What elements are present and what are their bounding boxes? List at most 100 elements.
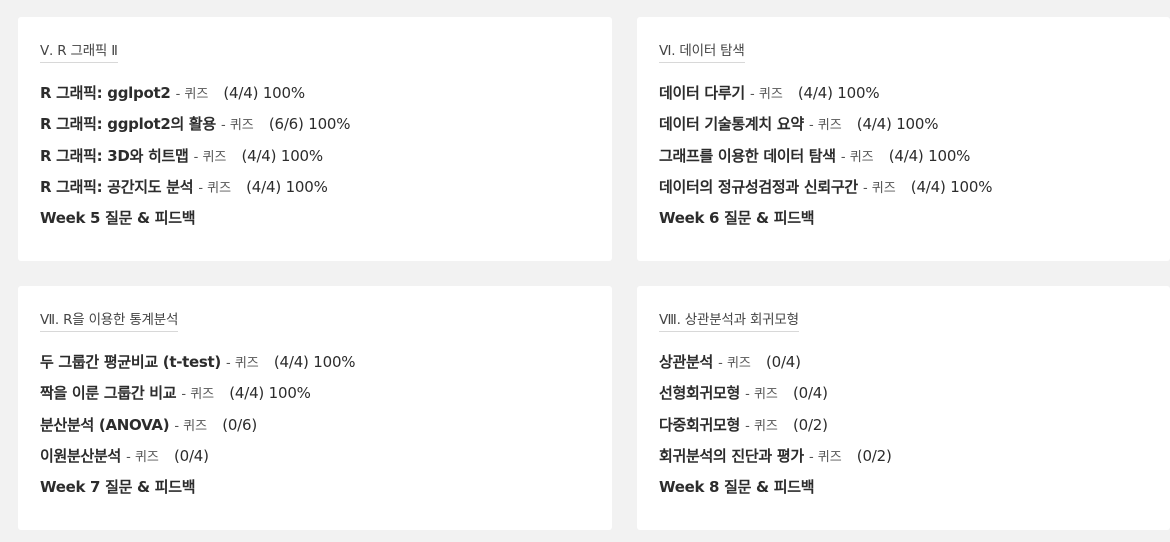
quiz-score: (4/4) 100%: [797, 84, 880, 102]
separator: -: [745, 418, 754, 434]
feedback-link[interactable]: Week 6 질문 & 피드백: [659, 209, 815, 228]
quiz-score: (0/2): [856, 446, 892, 465]
list-item: Week 5 질문 & 피드백: [40, 207, 590, 238]
section-card: Ⅷ. 상관분석과 회귀모형 상관분석 - 퀴즈 (0/4) 선형회귀모형 - 퀴…: [637, 286, 1170, 530]
list-item: 선형회귀모형 - 퀴즈 (0/4): [659, 382, 1148, 413]
section-title: Ⅶ. R을 이용한 통계분석: [40, 308, 178, 332]
separator: -: [862, 180, 872, 196]
quiz-link[interactable]: 퀴즈: [190, 387, 215, 403]
separator: -: [181, 387, 191, 403]
lesson-list: R 그래픽: gglpot2 - 퀴즈 (4/4) 100% R 그래픽: gg…: [40, 82, 590, 238]
quiz-link[interactable]: 퀴즈: [202, 149, 227, 165]
separator: -: [174, 418, 184, 434]
lesson-list: 데이터 다루기 - 퀴즈 (4/4) 100% 데이터 기술통계치 요약 - 퀴…: [659, 82, 1148, 238]
separator: -: [808, 449, 818, 465]
list-item: 분산분석 (ANOVA) - 퀴즈 (0/6): [40, 414, 590, 445]
quiz-link[interactable]: 퀴즈: [753, 418, 778, 434]
quiz-link[interactable]: 퀴즈: [134, 449, 159, 465]
quiz-score: (0/2): [792, 415, 828, 434]
quiz-score: (4/4) 100%: [856, 115, 939, 134]
list-item: 데이터의 정규성검정과 신뢰구간 - 퀴즈 (4/4) 100%: [659, 176, 1148, 207]
section-card: Ⅶ. R을 이용한 통계분석 두 그룹간 평균비교 (t-test) - 퀴즈 …: [18, 286, 612, 530]
lesson-link[interactable]: 짝을 이룬 그룹간 비교: [40, 384, 177, 403]
list-item: R 그래픽: gglpot2 - 퀴즈 (4/4) 100%: [40, 82, 590, 113]
lesson-link[interactable]: 회귀분석의 진단과 평가: [659, 446, 804, 465]
separator: -: [226, 356, 235, 371]
quiz-score: (4/4) 100%: [241, 146, 323, 165]
quiz-link[interactable]: 퀴즈: [229, 118, 254, 134]
lesson-link[interactable]: 두 그룹간 평균비교 (t-test): [40, 353, 221, 371]
quiz-link[interactable]: 퀴즈: [817, 118, 842, 134]
quiz-score: (0/4): [792, 384, 828, 403]
list-item: Week 8 질문 & 피드백: [659, 476, 1148, 507]
feedback-link[interactable]: Week 8 질문 & 피드백: [659, 478, 815, 497]
quiz-link[interactable]: 퀴즈: [758, 87, 783, 102]
list-item: 데이터 기술통계치 요약 - 퀴즈 (4/4) 100%: [659, 113, 1148, 144]
list-item: R 그래픽: 공간지도 분석 - 퀴즈 (4/4) 100%: [40, 176, 590, 207]
quiz-link[interactable]: 퀴즈: [234, 356, 259, 371]
list-item: 이원분산분석 - 퀴즈 (0/4): [40, 445, 590, 476]
quiz-score: (4/4) 100%: [246, 177, 328, 196]
list-item: 두 그룹간 평균비교 (t-test) - 퀴즈 (4/4) 100%: [40, 351, 590, 382]
quiz-link[interactable]: 퀴즈: [871, 180, 896, 196]
lesson-link[interactable]: 선형회귀모형: [659, 384, 741, 403]
quiz-score: (4/4) 100%: [273, 353, 356, 371]
separator: -: [750, 87, 759, 102]
lesson-link[interactable]: 데이터의 정규성검정과 신뢰구간: [659, 177, 858, 196]
lesson-link[interactable]: 이원분산분석: [40, 446, 122, 465]
lesson-link[interactable]: 다중회귀모형: [659, 415, 741, 434]
separator: -: [745, 387, 754, 403]
quiz-score: (4/4) 100%: [223, 84, 305, 102]
list-item: 그래프를 이용한 데이터 탐색 - 퀴즈 (4/4) 100%: [659, 145, 1148, 176]
separator: -: [808, 118, 818, 134]
separator: -: [840, 149, 850, 165]
separator: -: [126, 449, 135, 465]
quiz-link[interactable]: 퀴즈: [849, 149, 874, 165]
lesson-link[interactable]: 상관분석: [659, 353, 714, 371]
quiz-score: (0/6): [222, 415, 258, 434]
quiz-link[interactable]: 퀴즈: [207, 180, 232, 196]
lesson-link[interactable]: 그래프를 이용한 데이터 탐색: [659, 146, 836, 165]
section-title: Ⅷ. 상관분석과 회귀모형: [659, 308, 799, 332]
list-item: 상관분석 - 퀴즈 (0/4): [659, 351, 1148, 382]
section-card: Ⅴ. R 그래픽 Ⅱ R 그래픽: gglpot2 - 퀴즈 (4/4) 100…: [18, 17, 612, 261]
separator: -: [718, 356, 727, 371]
quiz-score: (4/4) 100%: [888, 146, 971, 165]
lesson-list: 두 그룹간 평균비교 (t-test) - 퀴즈 (4/4) 100% 짝을 이…: [40, 351, 590, 507]
feedback-link[interactable]: Week 5 질문 & 피드백: [40, 209, 196, 228]
lesson-link[interactable]: 분산분석 (ANOVA): [40, 415, 170, 434]
quiz-score: (6/6) 100%: [268, 115, 351, 134]
list-item: R 그래픽: ggplot2의 활용 - 퀴즈 (6/6) 100%: [40, 113, 590, 144]
feedback-link[interactable]: Week 7 질문 & 피드백: [40, 478, 196, 497]
separator: -: [175, 87, 185, 102]
lesson-link[interactable]: R 그래픽: gglpot2: [40, 84, 171, 102]
section-title: Ⅴ. R 그래픽 Ⅱ: [40, 39, 118, 63]
separator: -: [198, 180, 208, 196]
quiz-score: (0/4): [173, 446, 209, 465]
quiz-score: (4/4) 100%: [229, 384, 311, 403]
section-title: Ⅵ. 데이터 탐색: [659, 39, 745, 63]
list-item: Week 6 질문 & 피드백: [659, 207, 1148, 238]
quiz-link[interactable]: 퀴즈: [753, 387, 778, 403]
quiz-link[interactable]: 퀴즈: [726, 356, 751, 371]
list-item: 회귀분석의 진단과 평가 - 퀴즈 (0/2): [659, 445, 1148, 476]
lesson-list: 상관분석 - 퀴즈 (0/4) 선형회귀모형 - 퀴즈 (0/4) 다중회귀모형…: [659, 351, 1148, 507]
lesson-link[interactable]: 데이터 기술통계치 요약: [659, 115, 804, 134]
list-item: 다중회귀모형 - 퀴즈 (0/2): [659, 414, 1148, 445]
lesson-link[interactable]: R 그래픽: ggplot2의 활용: [40, 115, 216, 134]
quiz-score: (4/4) 100%: [910, 177, 993, 196]
quiz-link[interactable]: 퀴즈: [184, 87, 209, 102]
separator: -: [220, 118, 230, 134]
section-card: Ⅵ. 데이터 탐색 데이터 다루기 - 퀴즈 (4/4) 100% 데이터 기술…: [637, 17, 1170, 261]
quiz-link[interactable]: 퀴즈: [817, 449, 842, 465]
lesson-link[interactable]: 데이터 다루기: [659, 84, 745, 102]
list-item: 짝을 이룬 그룹간 비교 - 퀴즈 (4/4) 100%: [40, 382, 590, 413]
list-item: Week 7 질문 & 피드백: [40, 476, 590, 507]
lesson-link[interactable]: R 그래픽: 3D와 히트맵: [40, 146, 189, 165]
list-item: R 그래픽: 3D와 히트맵 - 퀴즈 (4/4) 100%: [40, 145, 590, 176]
separator: -: [193, 149, 203, 165]
lesson-link[interactable]: R 그래픽: 공간지도 분석: [40, 177, 194, 196]
list-item: 데이터 다루기 - 퀴즈 (4/4) 100%: [659, 82, 1148, 113]
quiz-link[interactable]: 퀴즈: [183, 418, 208, 434]
